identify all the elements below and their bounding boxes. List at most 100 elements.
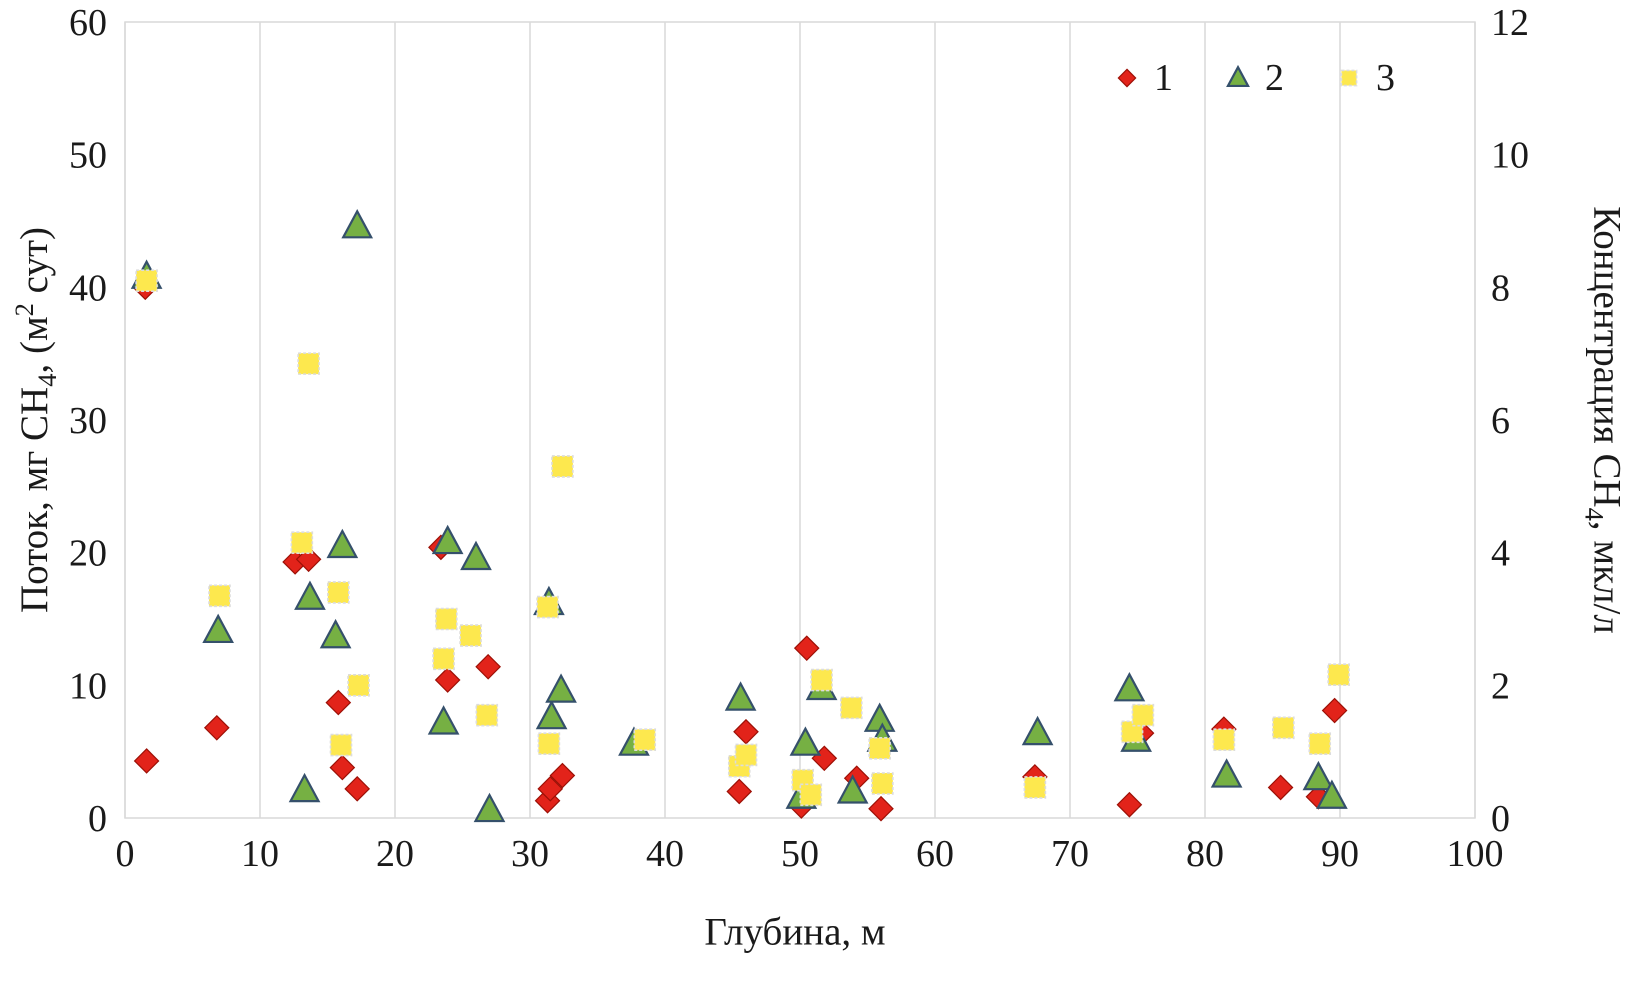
data-point-series-1 (203, 714, 230, 741)
x-tick-label: 20 (376, 833, 414, 875)
legend-item-3: 3 (1334, 56, 1395, 100)
data-point-series-2 (1226, 64, 1250, 88)
data-point-series-1 (868, 795, 894, 822)
right-tick-label: 12 (1491, 2, 1529, 44)
data-point-series-2 (431, 524, 464, 555)
data-point-series-3 (1131, 703, 1155, 727)
data-point-series-3 (347, 674, 370, 697)
data-point-series-3 (1327, 663, 1350, 687)
data-point-series-3 (537, 732, 561, 756)
data-point-series-2 (1113, 671, 1146, 702)
data-point-series-2 (545, 673, 577, 703)
left-axis-title-sub: 4 (31, 373, 62, 387)
data-point-series-3 (868, 737, 891, 760)
x-axis-title: Глубина, м (704, 910, 886, 954)
left-tick-label: 20 (69, 533, 107, 575)
right-tick-label: 10 (1491, 135, 1529, 177)
x-tick-label: 100 (1447, 833, 1504, 875)
left-axis-title: Поток, мг CH4, (м2 сут) (9, 227, 63, 613)
left-tick-label: 40 (69, 267, 107, 309)
x-tick-label: 50 (781, 833, 819, 875)
data-point-series-2 (288, 772, 321, 803)
data-point-series-3 (799, 783, 823, 807)
data-point-series-2 (1210, 758, 1243, 788)
data-point-series-2 (319, 618, 352, 649)
data-point-series-3 (329, 733, 353, 757)
data-point-series-1 (1321, 697, 1348, 724)
right-tick-label: 6 (1491, 400, 1510, 442)
data-point-series-3 (290, 531, 314, 555)
data-point-series-2 (1302, 760, 1335, 791)
left-axis-title-sup: 2 (9, 303, 40, 317)
data-point-series-3 (434, 607, 458, 631)
x-tick-label: 60 (916, 833, 954, 875)
data-point-series-2 (294, 580, 326, 610)
data-point-series-2 (535, 699, 568, 730)
right-tick-label: 2 (1491, 665, 1510, 707)
data-point-series-1 (475, 653, 501, 680)
data-point-series-1 (133, 748, 160, 774)
data-point-series-3 (432, 647, 455, 671)
right-tick-label: 8 (1491, 267, 1510, 309)
data-point-series-3 (871, 772, 894, 795)
data-point-series-3 (1212, 728, 1236, 752)
legend: 1 2 3 (1112, 56, 1395, 100)
x-tick-label: 0 (116, 833, 135, 875)
left-axis-title-text2: , (м (13, 316, 57, 374)
data-point-series-3 (839, 696, 863, 720)
right-tick-label: 0 (1491, 798, 1510, 840)
legend-label: 3 (1376, 57, 1395, 99)
right-axis-title-text2: , мкл/л (1585, 520, 1629, 634)
data-point-series-1 (793, 635, 820, 662)
data-point-series-3 (459, 624, 482, 647)
data-point-series-3 (326, 581, 350, 604)
left-axis-title-text3: сут) (13, 226, 57, 304)
right-axis-title-sub: 4 (1579, 507, 1610, 521)
left-tick-label: 60 (69, 2, 107, 44)
left-tick-label: 10 (69, 665, 107, 707)
x-tick-label: 90 (1321, 833, 1359, 875)
x-tick-label: 40 (646, 833, 684, 875)
data-point-series-2 (460, 540, 492, 571)
data-point-series-1 (344, 775, 371, 802)
data-point-series-3 (475, 703, 499, 727)
data-point-series-3 (810, 668, 833, 692)
left-tick-label: 50 (69, 135, 107, 177)
data-point-series-1 (1116, 791, 1143, 818)
triangle-icon (1226, 64, 1250, 88)
data-point-series-1 (434, 667, 461, 693)
data-point-series-1 (726, 778, 753, 805)
data-point-series-2 (724, 681, 757, 711)
legend-item-2: 2 (1223, 56, 1284, 100)
data-point-series-2 (836, 774, 869, 804)
x-tick-label: 80 (1186, 833, 1224, 875)
data-point-series-3 (633, 728, 657, 752)
diamond-icon (1117, 68, 1137, 88)
data-point-series-1 (329, 754, 356, 781)
data-point-series-2 (1021, 715, 1054, 746)
data-point-series-3 (551, 455, 574, 478)
legend-label: 1 (1154, 57, 1173, 99)
data-point-series-1 (325, 689, 352, 716)
plot-frame (124, 21, 1476, 819)
data-point-series-2 (341, 208, 374, 239)
data-point-series-2 (789, 726, 822, 756)
data-point-series-1 (733, 718, 759, 745)
data-point-series-3 (208, 584, 231, 608)
data-point-series-2 (1316, 779, 1348, 809)
left-axis-title-text: Поток, мг CH (13, 386, 57, 614)
data-point-series-1 (534, 787, 561, 814)
data-point-series-2 (473, 792, 506, 823)
data-point-series-2 (427, 705, 460, 735)
data-point-series-3 (1272, 716, 1295, 740)
legend-item-1: 1 (1112, 56, 1173, 100)
square-icon (1340, 69, 1358, 87)
data-point-series-1 (1117, 68, 1137, 88)
legend-label: 2 (1265, 57, 1284, 99)
data-point-series-3 (1023, 776, 1047, 799)
data-point-series-3 (734, 743, 758, 767)
data-point-series-3 (1340, 69, 1358, 87)
left-tick-label: 0 (88, 798, 107, 840)
